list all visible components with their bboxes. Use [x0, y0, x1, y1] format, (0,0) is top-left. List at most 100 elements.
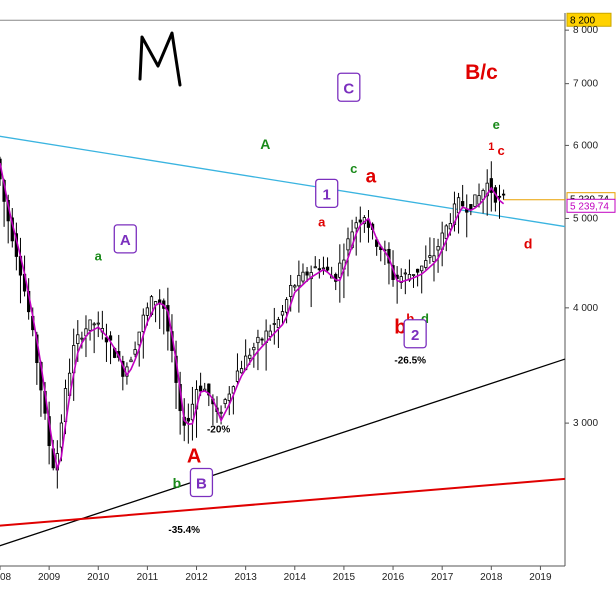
candle-body — [59, 422, 64, 448]
secondary-price-tag — [566, 198, 616, 213]
wave-label: B/c — [465, 61, 498, 84]
candle-body — [461, 201, 465, 207]
candle-body — [358, 219, 362, 223]
candle-body — [256, 336, 260, 344]
boxed-wave-label: 2 — [411, 327, 419, 344]
candle-body — [133, 349, 137, 355]
boxed-wave-label: C — [343, 80, 354, 97]
candle-body — [141, 314, 145, 333]
wave-label: b — [394, 317, 406, 339]
trendline — [0, 135, 566, 228]
x-tick-label: 2011 — [137, 572, 159, 583]
candle-body — [293, 285, 297, 288]
x-tick-label: 2017 — [431, 572, 454, 583]
candle-body — [313, 266, 317, 269]
candle-body — [223, 399, 227, 405]
candle-body — [227, 393, 231, 401]
candle-body — [88, 319, 92, 331]
candle-body — [145, 307, 150, 316]
candle-body — [252, 346, 256, 351]
boxed-wave-frame — [337, 72, 361, 102]
boxed-wave-label: A — [120, 232, 131, 249]
candle-body — [489, 178, 493, 193]
x-tick-label: 2016 — [382, 572, 405, 583]
boxed-wave-frame — [315, 178, 339, 209]
candle-body — [297, 274, 301, 287]
period-label-handwriting — [138, 31, 182, 87]
candle-body — [92, 323, 96, 326]
wave-label: d — [421, 311, 429, 326]
x-tick-label: 2014 — [284, 572, 307, 583]
candle-body — [158, 299, 162, 304]
drawdown-label: -26.5% — [394, 356, 426, 367]
wave-label: A — [187, 445, 201, 467]
candle-body — [415, 268, 420, 273]
candle-body — [207, 383, 211, 396]
candle-body — [219, 411, 223, 414]
candle-body — [129, 359, 133, 363]
y-tick-label: 8 000 — [573, 25, 598, 36]
wave-label: A — [260, 136, 270, 152]
candle-body — [301, 271, 305, 282]
candle-body — [80, 337, 84, 340]
trendline — [0, 477, 566, 527]
candle-body — [235, 370, 240, 382]
y-tick-label: 7 000 — [573, 79, 598, 90]
candle-body — [354, 222, 358, 229]
candle-body — [284, 299, 289, 313]
candle-body — [305, 271, 309, 276]
candle-body — [485, 182, 489, 197]
candle-body — [428, 255, 432, 258]
candle-body — [436, 246, 440, 251]
x-tick-label: 2015 — [333, 572, 356, 583]
x-tick-label: 2010 — [87, 572, 110, 583]
secondary-price-label: 5 239,74 — [570, 201, 609, 212]
high-line-label: 8 200 — [570, 15, 595, 26]
candle-body — [260, 338, 264, 341]
plot-area — [0, 13, 565, 566]
candle-body — [272, 323, 276, 325]
candle-body — [456, 197, 461, 214]
drawdown-label: -20% — [207, 425, 230, 436]
wave-label: a — [318, 215, 326, 230]
candle-body — [444, 225, 448, 239]
candle-body — [239, 368, 244, 374]
x-tick-label: 2013 — [235, 572, 258, 583]
candle-body — [321, 267, 326, 270]
x-tick-label: 2008 — [0, 572, 12, 583]
candle-body — [289, 284, 293, 297]
x-tick-label: 2019 — [529, 572, 552, 583]
candle-body — [501, 193, 506, 196]
candle-body — [403, 272, 407, 275]
drawdown-label: -35.4% — [168, 525, 200, 536]
candle-body — [280, 311, 285, 316]
candle-body — [96, 322, 100, 325]
wave-label: 1 — [488, 141, 494, 153]
y-tick-label: 4 000 — [573, 303, 598, 314]
candle-body — [338, 262, 342, 278]
candle-body — [424, 260, 428, 268]
wave-label: b — [406, 311, 414, 326]
candle-body — [317, 268, 321, 271]
wave-label: c — [350, 161, 357, 176]
candle-body — [198, 385, 203, 392]
y-tick-label: 6 000 — [573, 140, 598, 151]
x-tick-label: 2018 — [480, 572, 503, 583]
candle-body — [325, 266, 330, 271]
boxed-wave-label: B — [196, 476, 207, 493]
candle-body — [76, 334, 80, 344]
wave-label: a — [95, 249, 103, 264]
trendline — [0, 358, 566, 547]
candle-body — [268, 330, 272, 337]
candle-body — [473, 194, 477, 207]
wave-label: d — [524, 235, 533, 251]
candle-body — [448, 223, 452, 230]
wave-label: b — [173, 475, 182, 491]
candle-body — [346, 238, 350, 251]
x-tick-label: 2012 — [185, 572, 208, 583]
boxed-wave-frame — [189, 467, 214, 498]
candle-body — [411, 274, 416, 276]
high-line-tag — [566, 12, 612, 27]
